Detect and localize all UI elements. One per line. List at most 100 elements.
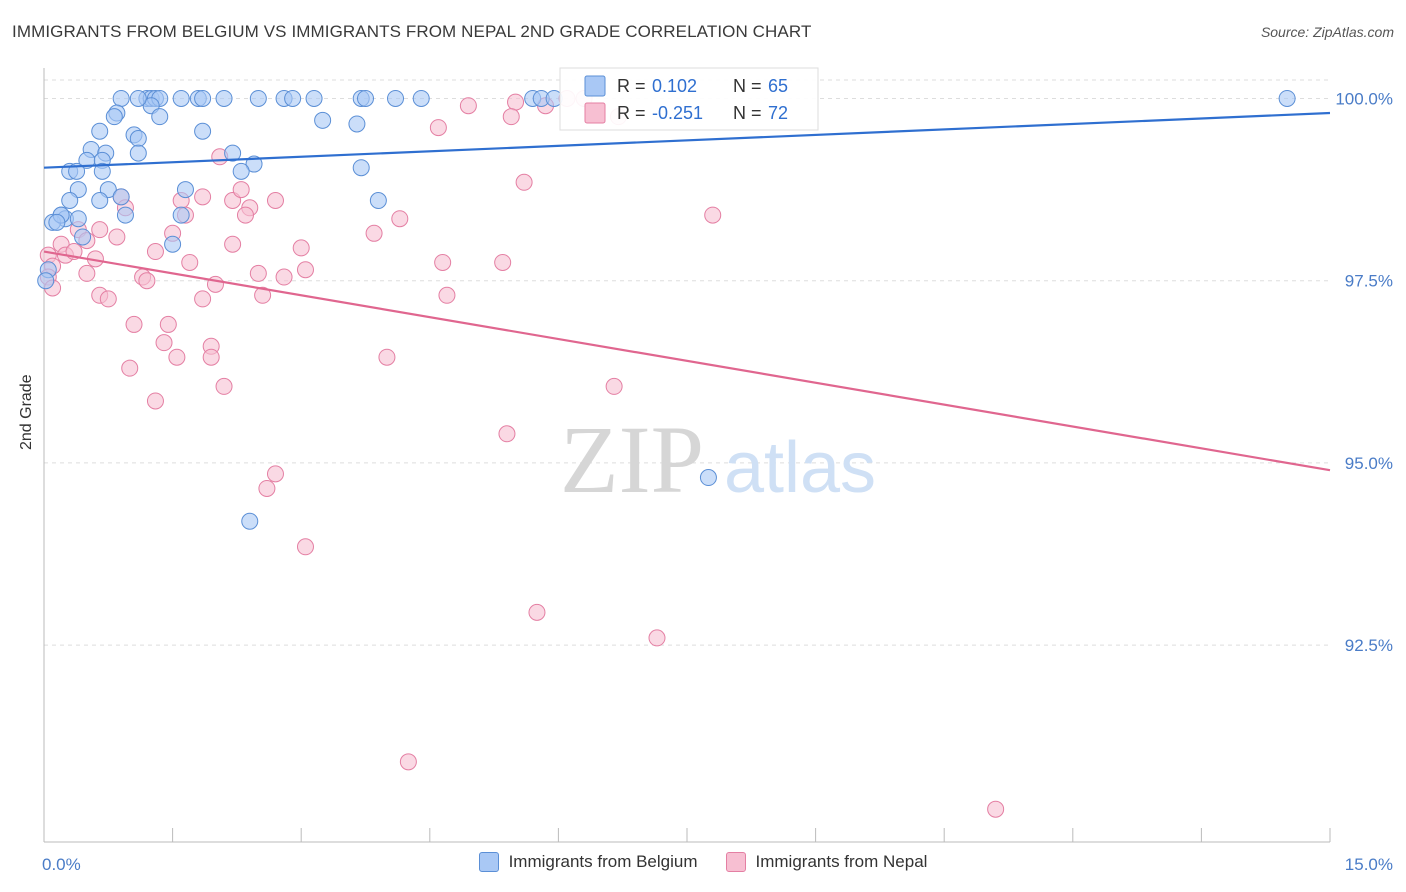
data-point-nepal [146, 392, 164, 410]
data-point-nepal [266, 192, 284, 210]
legend-item-nepal[interactable]: Immigrants from Nepal [725, 852, 928, 872]
data-point-belgium [74, 228, 92, 246]
data-point-belgium [194, 89, 212, 107]
data-point-belgium [348, 115, 366, 133]
bottom-legend: Immigrants from Belgium Immigrants from … [0, 852, 1406, 872]
data-point-nepal [236, 206, 254, 224]
data-point-nepal [429, 119, 447, 137]
data-point-nepal [515, 173, 533, 191]
data-point-belgium [387, 89, 405, 107]
n-label: N = [733, 103, 762, 123]
data-point-nepal [138, 272, 156, 290]
n-value: 65 [768, 76, 788, 96]
data-point-belgium [61, 192, 79, 210]
data-point-belgium [93, 162, 111, 180]
data-point-belgium [116, 206, 134, 224]
data-point-nepal [121, 359, 139, 377]
data-point-nepal [365, 224, 383, 242]
source-label: Source: ZipAtlas.com [1260, 24, 1394, 40]
data-point-nepal [498, 425, 516, 443]
data-point-nepal [108, 228, 126, 246]
y-tick-label: 100.0% [1335, 89, 1393, 108]
data-point-belgium [112, 89, 130, 107]
stats-legend: R = 0.102 N = 65 R = -0.251 N = 72 [559, 67, 819, 131]
data-point-nepal [378, 348, 396, 366]
data-point-belgium [241, 512, 259, 530]
data-point-belgium [129, 89, 147, 107]
data-point-nepal [224, 235, 242, 253]
data-point-nepal [528, 603, 546, 621]
data-point-nepal [296, 261, 314, 279]
watermark-atlas: atlas [724, 428, 876, 508]
data-point-nepal [648, 629, 666, 647]
data-point-nepal [987, 800, 1005, 818]
data-point-belgium [284, 89, 302, 107]
legend-swatch-belgium [478, 852, 499, 872]
data-point-belgium [357, 89, 374, 107]
y-tick-label: 97.5% [1345, 272, 1393, 291]
data-point-belgium [105, 108, 123, 126]
data-point-nepal [459, 97, 477, 115]
legend-label-belgium: Immigrants from Belgium [508, 852, 698, 871]
data-point-belgium [369, 192, 387, 210]
data-point-belgium [129, 130, 147, 148]
tick-labels: 100.0% 97.5% 95.0% 92.5% 0.0% 15.0% [42, 89, 1393, 874]
data-point-belgium [151, 108, 169, 126]
data-point-belgium [232, 162, 250, 180]
data-point-nepal [159, 315, 177, 333]
n-value: 72 [768, 103, 788, 123]
stats-swatch-belgium [584, 75, 606, 97]
axes [43, 68, 1331, 843]
y-axis-label: 2nd Grade [18, 374, 35, 450]
data-point-nepal [91, 221, 109, 239]
data-point-belgium [305, 89, 323, 107]
r-label: R = [617, 76, 646, 96]
data-point-belgium [224, 144, 242, 162]
data-point-belgium [194, 122, 212, 140]
data-point-belgium [172, 89, 190, 107]
data-point-nepal [146, 243, 164, 261]
r-label: R = [617, 103, 646, 123]
watermark: ZIP atlas [560, 406, 876, 513]
data-point-belgium [91, 192, 109, 210]
data-point-nepal [168, 348, 186, 366]
data-point-nepal [202, 348, 220, 366]
data-point-nepal [434, 253, 452, 271]
legend-label-nepal: Immigrants from Nepal [755, 852, 928, 871]
x-tick-label: 15.0% [1345, 855, 1393, 874]
data-point-nepal [215, 377, 233, 395]
data-point-nepal [266, 465, 284, 483]
stats-swatch-nepal [584, 102, 606, 124]
chart-title: IMMIGRANTS FROM BELGIUM VS IMMIGRANTS FR… [12, 22, 812, 41]
trend-lines [43, 111, 1331, 472]
data-point-nepal [232, 181, 250, 199]
data-point-nepal [494, 253, 512, 271]
legend-item-belgium[interactable]: Immigrants from Belgium [478, 852, 698, 872]
data-point-nepal [125, 315, 143, 333]
data-point-nepal [391, 210, 409, 228]
trend-line-belgium [43, 111, 1331, 169]
data-point-nepal [275, 268, 293, 286]
data-point-belgium [91, 122, 109, 140]
data-point-belgium [699, 469, 717, 487]
data-point-nepal [254, 286, 272, 304]
data-point-belgium [37, 272, 55, 290]
data-point-belgium [249, 89, 267, 107]
data-point-belgium [172, 206, 190, 224]
data-point-nepal [507, 93, 525, 111]
data-point-belgium [69, 210, 87, 228]
data-point-nepal [258, 479, 276, 497]
data-point-belgium [352, 159, 370, 177]
series-belgium-points [37, 89, 1296, 530]
data-point-nepal [194, 188, 212, 206]
data-point-nepal [78, 264, 96, 282]
y-tick-label: 92.5% [1345, 636, 1393, 655]
data-point-nepal [292, 239, 310, 257]
data-point-belgium [48, 213, 66, 231]
x-tick-label: 0.0% [42, 855, 81, 874]
data-point-belgium [245, 155, 263, 173]
data-point-belgium [215, 89, 233, 107]
data-point-nepal [181, 253, 199, 271]
n-label: N = [733, 76, 762, 96]
